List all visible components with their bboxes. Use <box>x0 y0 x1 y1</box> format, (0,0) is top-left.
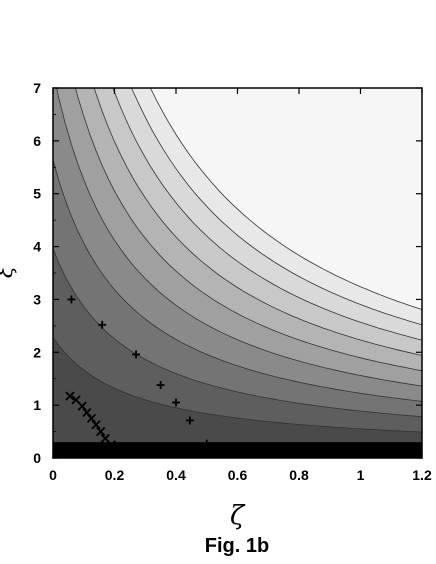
x-tick-label-4: 0.8 <box>289 467 309 483</box>
contour-line-10 <box>150 88 422 310</box>
y-axis-label: ξ <box>0 264 18 278</box>
contour-band-10 <box>150 88 422 310</box>
contour-fills <box>53 88 422 458</box>
plus-marker-4 <box>172 398 180 407</box>
contour-line-7 <box>93 88 422 356</box>
plus-marker-1 <box>98 320 107 329</box>
contour-line-6 <box>75 88 422 372</box>
cross-marker-0 <box>65 391 75 401</box>
contour-line-9 <box>131 88 422 326</box>
axis-ticks <box>52 87 423 459</box>
cross-marker-4 <box>86 413 97 423</box>
y-tick-label-1: 1 <box>33 397 41 413</box>
contour-line-2 <box>53 337 422 433</box>
y-tick-label-0: 0 <box>33 450 41 466</box>
bottom-band <box>53 442 422 458</box>
y-tick-label-6: 6 <box>33 133 41 149</box>
x-tick-labels: 0 0.2 0.4 0.6 0.8 1 1.2 <box>49 467 432 483</box>
plus-marker-3 <box>156 381 165 390</box>
plus-marker-5 <box>185 416 194 425</box>
cross-marker-8 <box>106 440 117 450</box>
contour-line-5 <box>56 88 422 387</box>
y-tick-labels: 0 1 2 3 4 5 6 7 <box>33 80 41 466</box>
x-tick-label-2: 0.4 <box>166 467 186 483</box>
plot-area <box>53 88 422 458</box>
y-tick-label-7: 7 <box>33 80 41 96</box>
x-axis-label: ζ <box>230 501 246 531</box>
x-tick-label-6: 1.2 <box>412 467 432 483</box>
plus-marker-6 <box>202 439 211 448</box>
cross-marker-2 <box>77 401 87 411</box>
contour-line-4 <box>53 159 422 402</box>
x-tick-label-3: 0.6 <box>228 467 248 483</box>
x-tick-label-1: 0.2 <box>105 467 125 483</box>
figure-caption: Fig. 1b <box>205 535 269 557</box>
data-markers <box>65 295 211 450</box>
x-tick-label-0: 0 <box>49 467 57 483</box>
y-tick-label-2: 2 <box>33 344 41 360</box>
contour-line-3 <box>53 248 422 418</box>
y-tick-label-4: 4 <box>33 239 41 255</box>
y-tick-label-5: 5 <box>33 186 41 202</box>
cross-marker-5 <box>91 420 101 430</box>
y-tick-label-3: 3 <box>33 291 41 307</box>
cross-marker-6 <box>96 426 106 437</box>
plus-marker-2 <box>132 350 141 359</box>
x-tick-label-5: 1 <box>357 467 365 483</box>
plus-marker-0 <box>67 295 76 304</box>
